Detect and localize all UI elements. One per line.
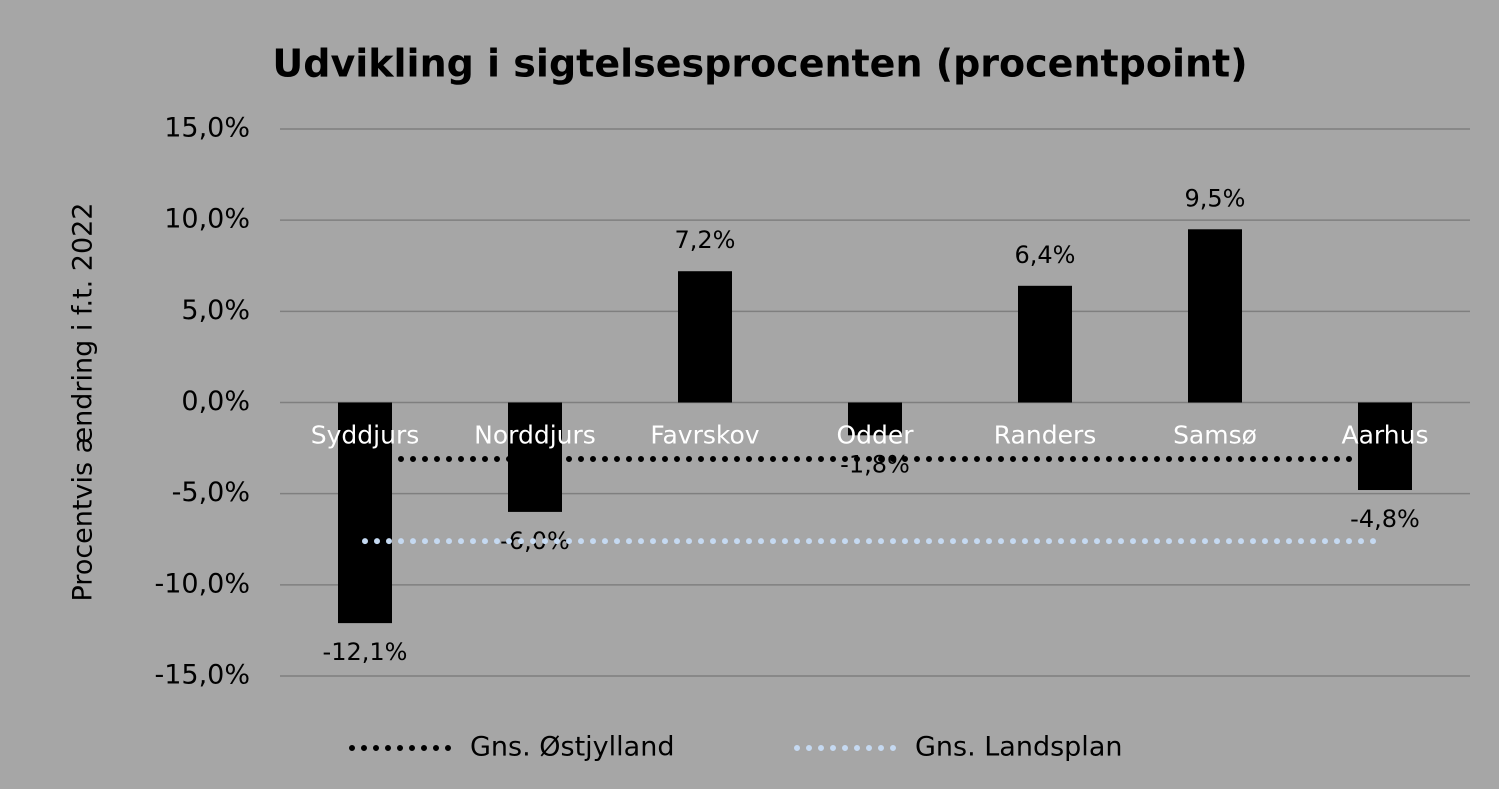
value-label: 9,5% [1185,184,1246,212]
bar [1358,402,1412,491]
y-tick-label: 15,0% [164,113,250,144]
y-tick-label: -15,0% [154,660,250,691]
legend-label: Gns. Østjylland [470,732,674,763]
bar [848,402,902,436]
chart-title: Udvikling i sigtelsesprocenten (procentp… [272,42,1247,86]
y-tick-label: 0,0% [181,386,250,417]
y-axis-label: Procentvis ændring i f.t. 2022 [68,203,99,602]
legend-label: Gns. Landsplan [915,732,1122,763]
y-tick-label: -5,0% [172,477,250,508]
y-tick-label: 5,0% [181,295,250,326]
bar [1188,229,1242,403]
x-tick-label: Randers [994,421,1097,450]
y-tick-label: 10,0% [164,204,250,235]
value-label: -4,8% [1350,505,1420,533]
x-tick-label: Favrskov [650,421,759,450]
value-label: 7,2% [675,226,736,254]
bar [1018,285,1072,403]
x-tick-label: Syddjurs [311,421,420,450]
x-tick-label: Samsø [1173,421,1257,450]
bar [678,271,732,403]
value-label: 6,4% [1015,241,1076,269]
x-tick-label: Norddjurs [474,421,596,450]
value-label: -12,1% [323,638,408,666]
x-tick-label: Odder [836,421,914,450]
value-label: -1,8% [840,450,910,478]
y-tick-label: -10,0% [154,568,250,599]
x-tick-label: Aarhus [1342,421,1429,450]
bar [338,402,392,624]
